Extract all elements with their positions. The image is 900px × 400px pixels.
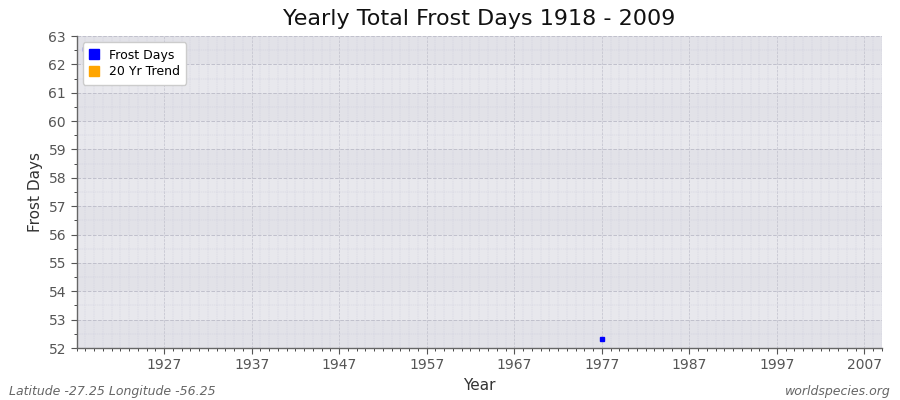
Bar [76,178,882,206]
Title: Yearly Total Frost Days 1918 - 2009: Yearly Total Frost Days 1918 - 2009 [284,9,675,29]
Bar [76,150,882,178]
Bar [76,93,882,121]
Bar [76,320,882,348]
Bar [76,36,882,64]
X-axis label: Year: Year [463,378,496,393]
Bar [76,263,882,291]
Text: worldspecies.org: worldspecies.org [785,385,891,398]
Bar [76,121,882,150]
Bar [76,234,882,263]
Y-axis label: Frost Days: Frost Days [28,152,43,232]
Text: Latitude -27.25 Longitude -56.25: Latitude -27.25 Longitude -56.25 [9,385,216,398]
Bar [76,291,882,320]
Bar [76,206,882,234]
Bar [76,64,882,93]
Legend: Frost Days, 20 Yr Trend: Frost Days, 20 Yr Trend [83,42,186,84]
